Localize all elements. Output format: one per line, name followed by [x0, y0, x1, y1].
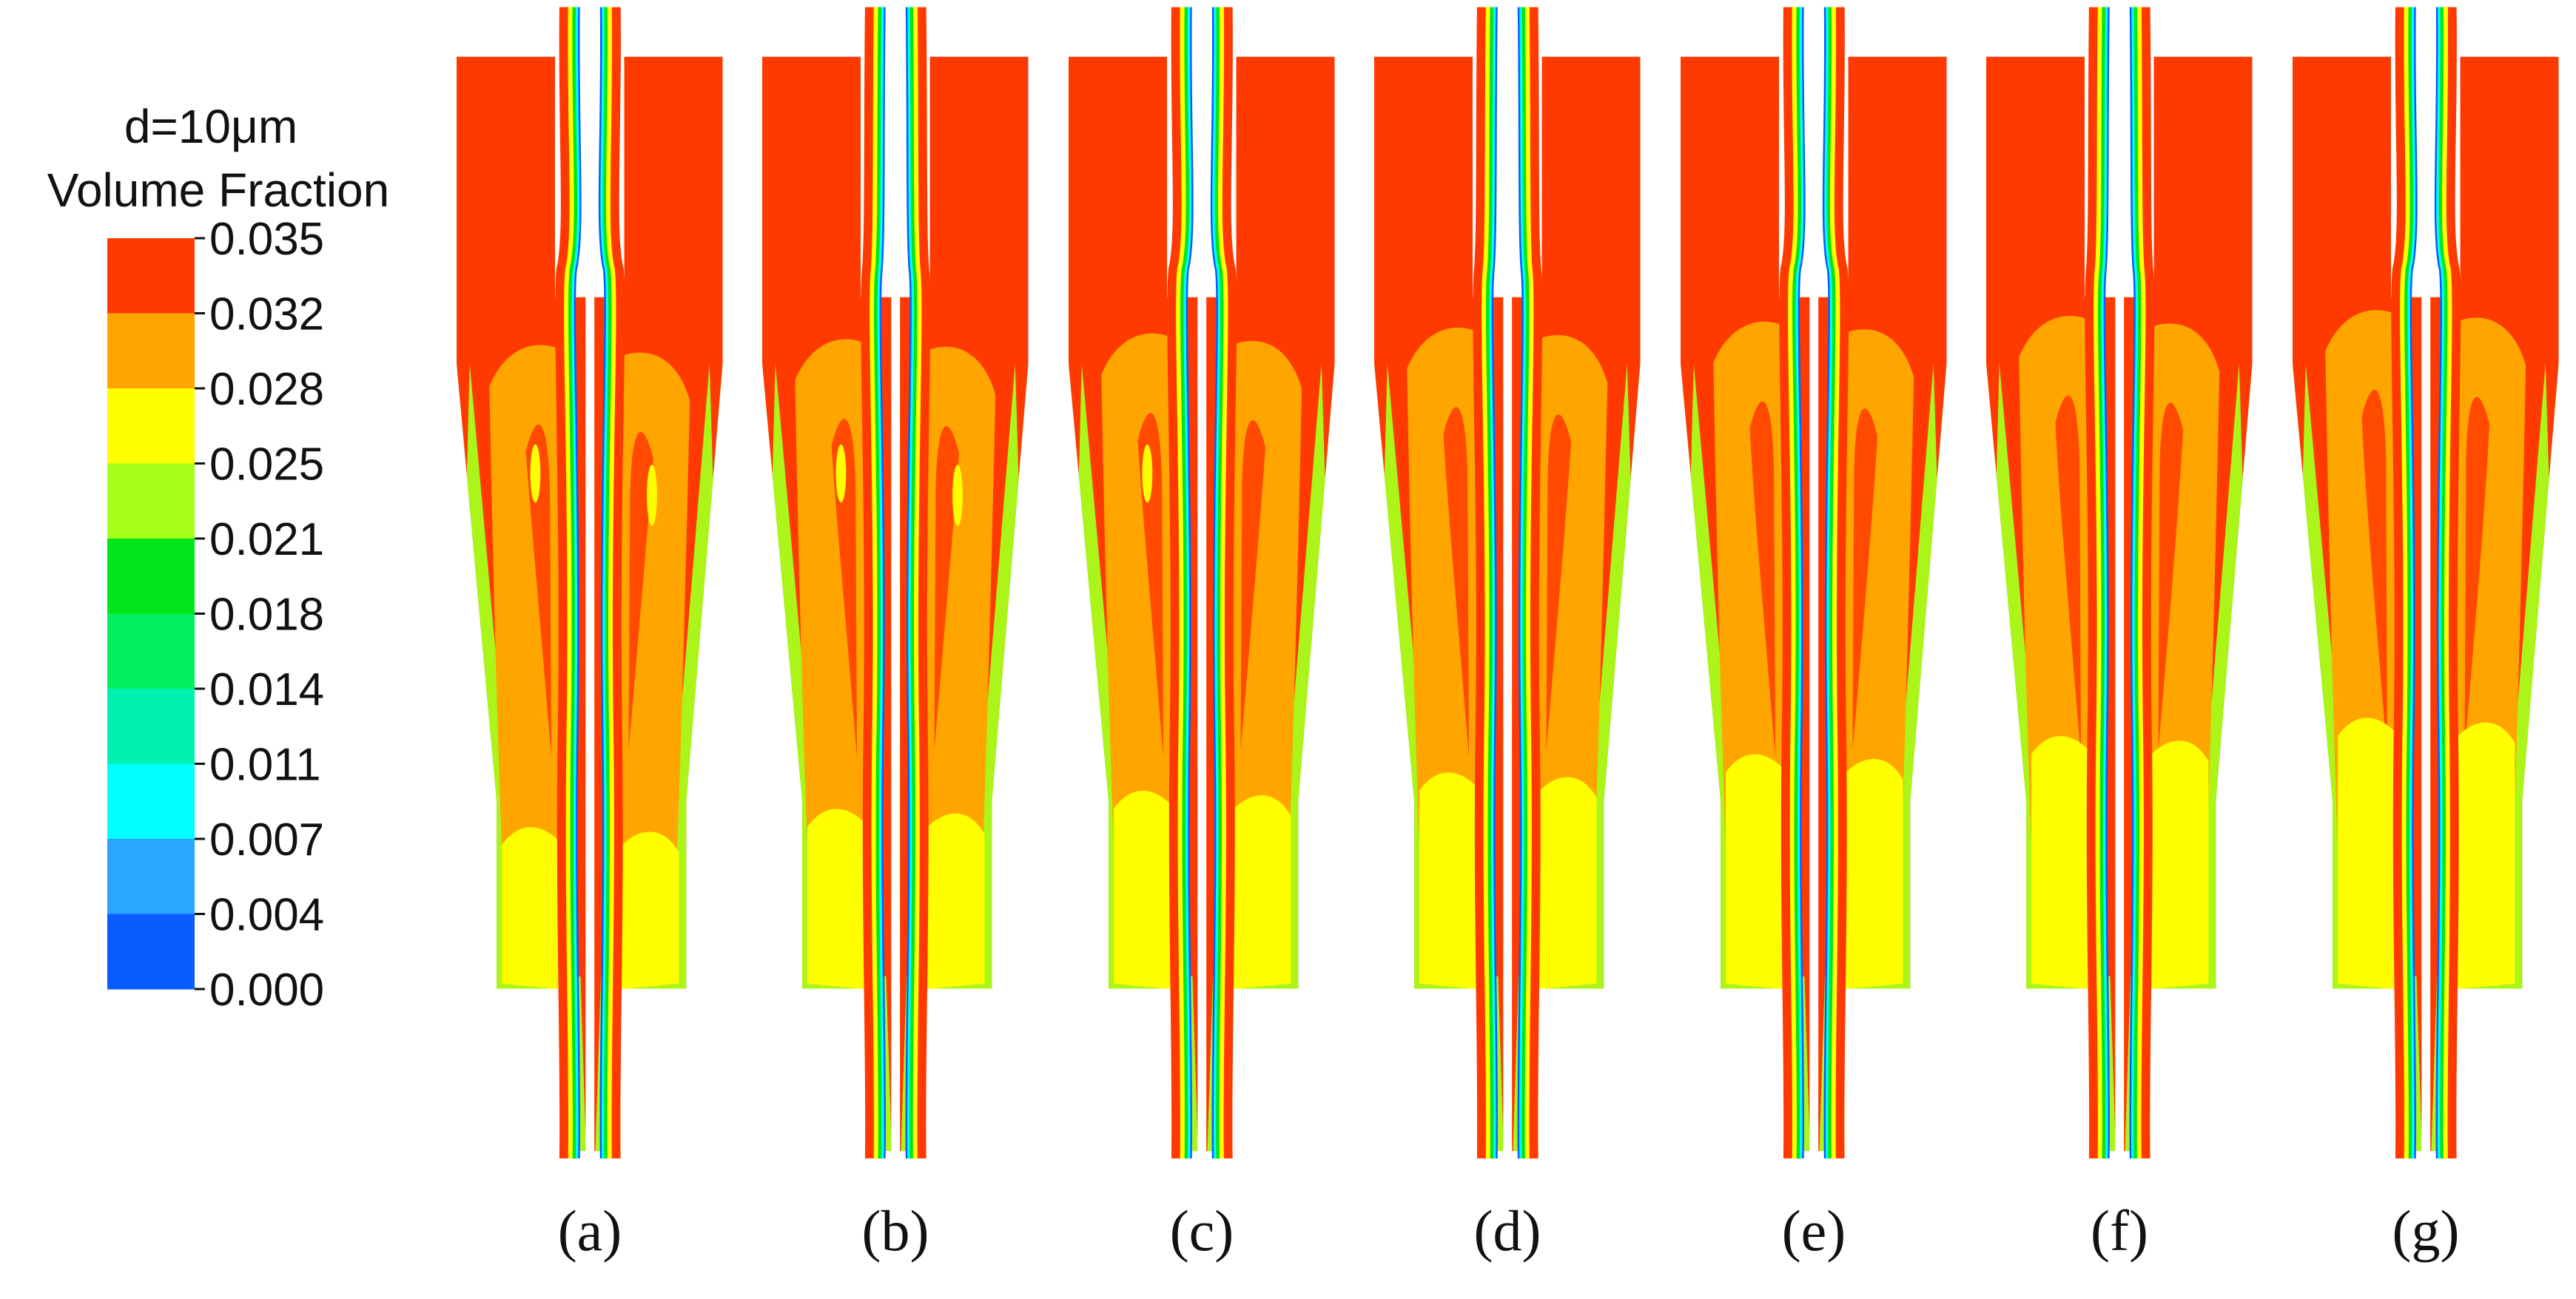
legend-band [107, 238, 195, 314]
contour-panel-c [1069, 7, 1335, 1159]
panel-label: (g) [2392, 1198, 2460, 1263]
panel-label: (d) [1474, 1198, 1541, 1263]
contour-panel-a [457, 7, 723, 1159]
panel-label: (e) [1782, 1198, 1846, 1263]
legend-tick-label: 0.025 [209, 439, 324, 490]
legend-tick-labels: 0.035 0.032 0.028 0.025 0.021 0.018 0.014 0.011… [195, 214, 324, 1016]
legend-tick-label: 0.004 [209, 890, 324, 941]
legend-title-line-1: d=10μm [124, 100, 297, 153]
panel-labels: (a) (b) (c) (d) (e) (f) (g) [558, 1198, 2460, 1263]
legend-tick-label: 0.000 [209, 965, 324, 1016]
legend-color-bands [107, 238, 195, 990]
legend-band [107, 689, 195, 764]
legend-tick-label: 0.007 [209, 814, 324, 866]
color-legend: d=10μm Volume Fraction 0.0350.0320.0280.… [47, 100, 389, 1016]
panel-label: (f) [2091, 1198, 2148, 1263]
legend-tick-label: 0.011 [209, 740, 321, 791]
legend-tick-label: 0.014 [209, 664, 324, 715]
legend-band [107, 388, 195, 464]
legend-band [107, 539, 195, 614]
legend-band [107, 463, 195, 539]
legend-tick-label: 0.028 [209, 364, 324, 415]
legend-tick-label: 0.018 [209, 590, 324, 641]
legend-band [107, 763, 195, 840]
contour-panel-b [762, 7, 1029, 1159]
legend-band [107, 313, 195, 389]
panel-label: (c) [1170, 1198, 1234, 1263]
legend-tick-label: 0.021 [209, 514, 324, 565]
legend-tick-label: 0.032 [209, 289, 324, 340]
legend-band [107, 839, 195, 914]
panel-label: (b) [862, 1198, 929, 1263]
legend-band [107, 914, 195, 990]
legend-band [107, 613, 195, 689]
legend-tick-label: 0.035 [209, 214, 324, 265]
panel-label: (a) [558, 1198, 622, 1263]
legend-title-line-2: Volume Fraction [47, 163, 389, 217]
